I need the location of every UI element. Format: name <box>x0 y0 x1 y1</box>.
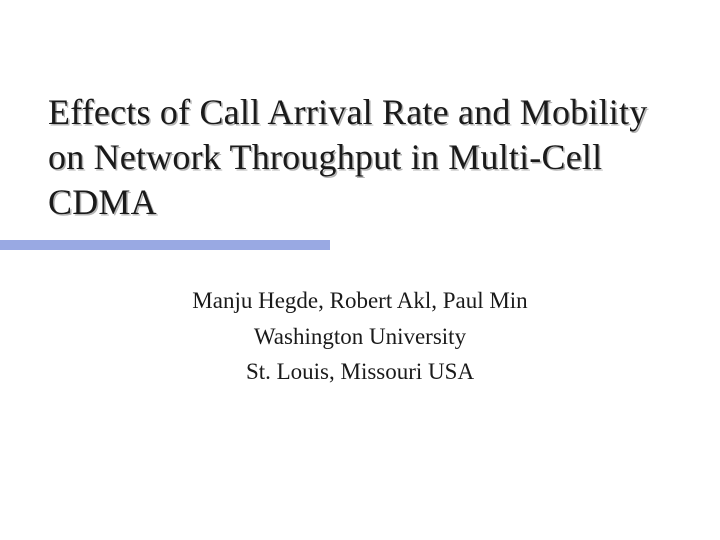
author-line: Manju Hegde, Robert Akl, Paul Min <box>88 283 632 319</box>
affiliation-line: Washington University <box>88 319 632 355</box>
slide-container: Effects of Call Arrival Rate and Mobilit… <box>0 0 720 540</box>
subtitle-block: Manju Hegde, Robert Akl, Paul Min Washin… <box>48 283 672 390</box>
slide-title: Effects of Call Arrival Rate and Mobilit… <box>48 90 672 225</box>
title-underline <box>0 240 330 250</box>
location-line: St. Louis, Missouri USA <box>88 354 632 390</box>
